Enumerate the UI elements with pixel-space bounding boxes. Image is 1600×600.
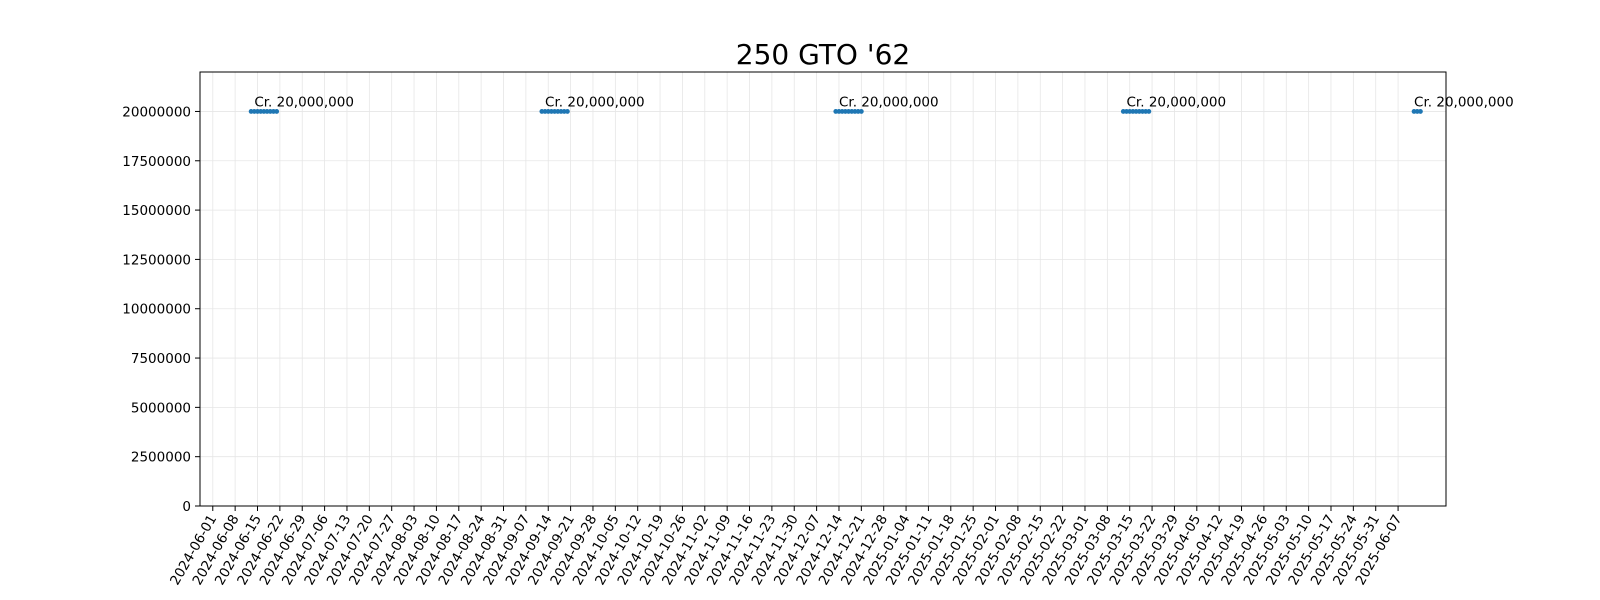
series-line [248,109,1423,114]
data-label: Cr. 20,000,000 [839,94,939,110]
data-label: Cr. 20,000,000 [545,94,645,110]
y-tick-label: 15000000 [122,203,191,219]
x-axis: 2024-06-012024-06-082024-06-152024-06-22… [167,506,1406,588]
data-label: Cr. 20,000,000 [1127,94,1227,110]
data-label: Cr. 20,000,000 [1414,94,1514,110]
y-tick-label: 17500000 [122,154,191,170]
data-point [1146,109,1152,114]
data-label: Cr. 20,000,000 [254,94,354,110]
y-tick-label: 2500000 [131,450,191,466]
y-tick-label: 10000000 [122,302,191,318]
y-axis: 0 2500000 5000000 7500000 10000000 12500000 15… [122,104,200,515]
y-tick-label: 12500000 [122,252,191,268]
chart-title: 250 GTO '62 [736,38,910,71]
data-point [858,109,864,114]
data-point [565,109,570,114]
data-point [274,109,280,114]
data-point [1418,109,1423,114]
y-tick-label: 20000000 [122,104,191,120]
y-tick-label: 7500000 [131,351,191,367]
grid [200,72,1446,507]
y-tick-label: 0 [182,499,191,515]
annotations: Cr. 20,000,000 Cr. 20,000,000 Cr. 20,000,0… [254,94,1513,110]
y-tick-label: 5000000 [131,400,191,416]
plot-frame [199,71,1447,507]
